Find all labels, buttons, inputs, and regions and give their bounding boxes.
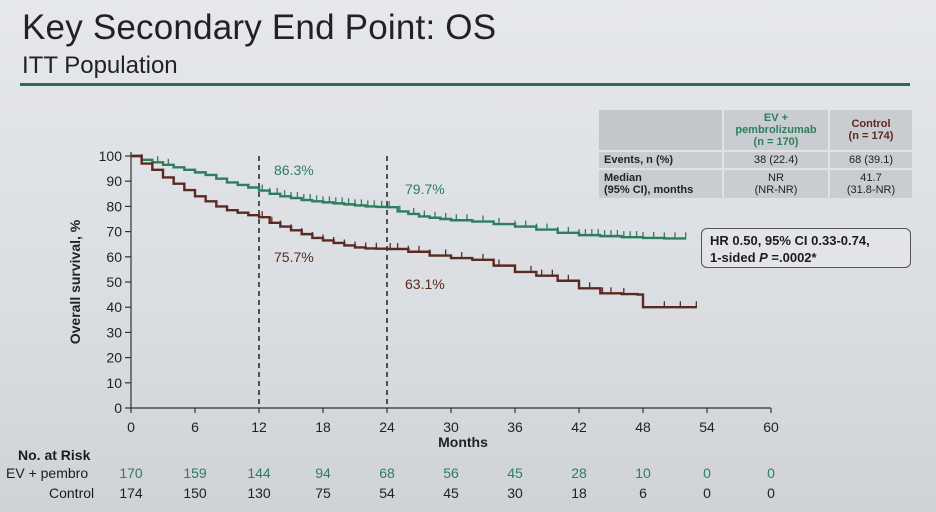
median-control-line1: 41.7 xyxy=(860,172,882,184)
x-tick-label: 0 xyxy=(127,419,135,435)
median-ev-value: NR (NR-NR) xyxy=(724,170,828,198)
median-row-label: Median (95% CI), months xyxy=(599,170,722,198)
y-tick-label: 60 xyxy=(106,249,122,265)
y-tick-label: 30 xyxy=(106,324,122,340)
x-tick-label: 18 xyxy=(315,419,331,435)
events-control-text: 68 (39.1) xyxy=(848,154,894,166)
y-tick-label: 10 xyxy=(106,375,122,391)
risk-count: 45 xyxy=(443,485,459,501)
risk-count: 174 xyxy=(119,485,143,501)
risk-count: 30 xyxy=(507,485,523,501)
x-tick-label: 12 xyxy=(251,419,267,435)
risk-count: 54 xyxy=(379,485,395,501)
median-control-value: 41.7 (31.8-NR) xyxy=(830,170,912,198)
y-tick-label: 80 xyxy=(106,198,122,214)
p-symbol: P xyxy=(759,250,768,265)
events-label: Events, n (%) xyxy=(604,154,674,166)
risk-count: 159 xyxy=(183,465,207,481)
median-label-line1: Median xyxy=(604,172,642,184)
x-tick-label: 30 xyxy=(443,419,459,435)
p-value-prefix: 1-sided xyxy=(710,250,760,265)
survival-annotation: 79.7% xyxy=(405,181,445,197)
y-tick-label: 50 xyxy=(106,274,122,290)
median-ev-line1: NR xyxy=(768,172,784,184)
events-row-label: Events, n (%) xyxy=(599,152,722,168)
ev-column-header: EV + pembrolizumab (n = 170) xyxy=(724,110,828,150)
risk-count: 94 xyxy=(315,465,331,481)
y-tick-label: 40 xyxy=(106,299,122,315)
x-tick-label: 6 xyxy=(191,419,199,435)
risk-count: 45 xyxy=(507,465,523,481)
table-row: Median (95% CI), months NR (NR-NR) 41.7 … xyxy=(599,170,912,198)
x-tick-label: 60 xyxy=(763,419,779,435)
table-corner-cell xyxy=(599,110,722,150)
risk-count: 150 xyxy=(183,485,207,501)
x-axis-label: Months xyxy=(438,434,488,450)
x-tick-label: 42 xyxy=(571,419,587,435)
y-axis-label: Overall survival, % xyxy=(67,219,83,344)
p-value: =.0002* xyxy=(767,250,817,265)
hazard-ratio-line1: HR 0.50, 95% CI 0.33-0.74, xyxy=(710,233,870,248)
risk-count: 28 xyxy=(571,465,587,481)
ev-header-line1: EV + xyxy=(763,112,789,124)
risk-count: 0 xyxy=(767,465,775,481)
title-underline xyxy=(20,83,910,86)
slide-subtitle: ITT Population xyxy=(22,52,178,79)
risk-count: 6 xyxy=(639,485,647,501)
survival-annotation: 75.7% xyxy=(274,249,314,265)
control-header-line1: Control xyxy=(851,118,891,130)
risk-count: 170 xyxy=(119,465,143,481)
y-tick-label: 90 xyxy=(106,173,122,189)
risk-count: 18 xyxy=(571,485,587,501)
x-tick-label: 48 xyxy=(635,419,651,435)
risk-count: 75 xyxy=(315,485,331,501)
events-ev-text: 38 (22.4) xyxy=(753,154,799,166)
events-ev-value: 38 (22.4) xyxy=(724,152,828,168)
risk-count: 68 xyxy=(379,465,395,481)
ev-header-line2: pembrolizumab xyxy=(735,124,817,136)
risk-count: 0 xyxy=(703,485,711,501)
risk-count: 10 xyxy=(635,465,651,481)
median-control-line2: (31.8-NR) xyxy=(846,184,896,196)
table-row: Events, n (%) 38 (22.4) 68 (39.1) xyxy=(599,152,912,168)
risk-row-label-ev: EV + pembro xyxy=(6,465,89,481)
y-tick-label: 100 xyxy=(99,148,123,164)
survival-annotation: 63.1% xyxy=(405,276,445,292)
hazard-ratio-box: HR 0.50, 95% CI 0.33-0.74, 1-sided P =.0… xyxy=(701,228,911,268)
risk-count: 0 xyxy=(703,465,711,481)
median-ev-line2: (NR-NR) xyxy=(754,184,798,196)
median-label-line2: (95% CI), months xyxy=(604,184,694,196)
x-tick-label: 24 xyxy=(379,419,395,435)
risk-count: 144 xyxy=(247,465,271,481)
risk-count: 0 xyxy=(767,485,775,501)
risk-count: 56 xyxy=(443,465,459,481)
x-tick-label: 54 xyxy=(699,419,715,435)
control-header-line2: (n = 174) xyxy=(848,130,894,142)
risk-table-title: No. at Risk xyxy=(18,447,91,463)
events-summary-table: EV + pembrolizumab (n = 170) Control (n … xyxy=(597,108,914,200)
risk-count: 130 xyxy=(247,485,271,501)
risk-row-label-control: Control xyxy=(49,485,95,501)
slide-title: Key Secondary End Point: OS xyxy=(22,8,497,47)
hazard-ratio-line2: 1-sided P =.0002* xyxy=(710,249,902,266)
survival-annotation: 86.3% xyxy=(274,162,314,178)
x-tick-label: 36 xyxy=(507,419,523,435)
ev-header-line3: (n = 170) xyxy=(753,136,799,148)
y-tick-label: 0 xyxy=(114,400,122,416)
control-column-header: Control (n = 174) xyxy=(830,110,912,150)
events-control-value: 68 (39.1) xyxy=(830,152,912,168)
y-tick-label: 70 xyxy=(106,224,122,240)
y-tick-label: 20 xyxy=(106,350,122,366)
